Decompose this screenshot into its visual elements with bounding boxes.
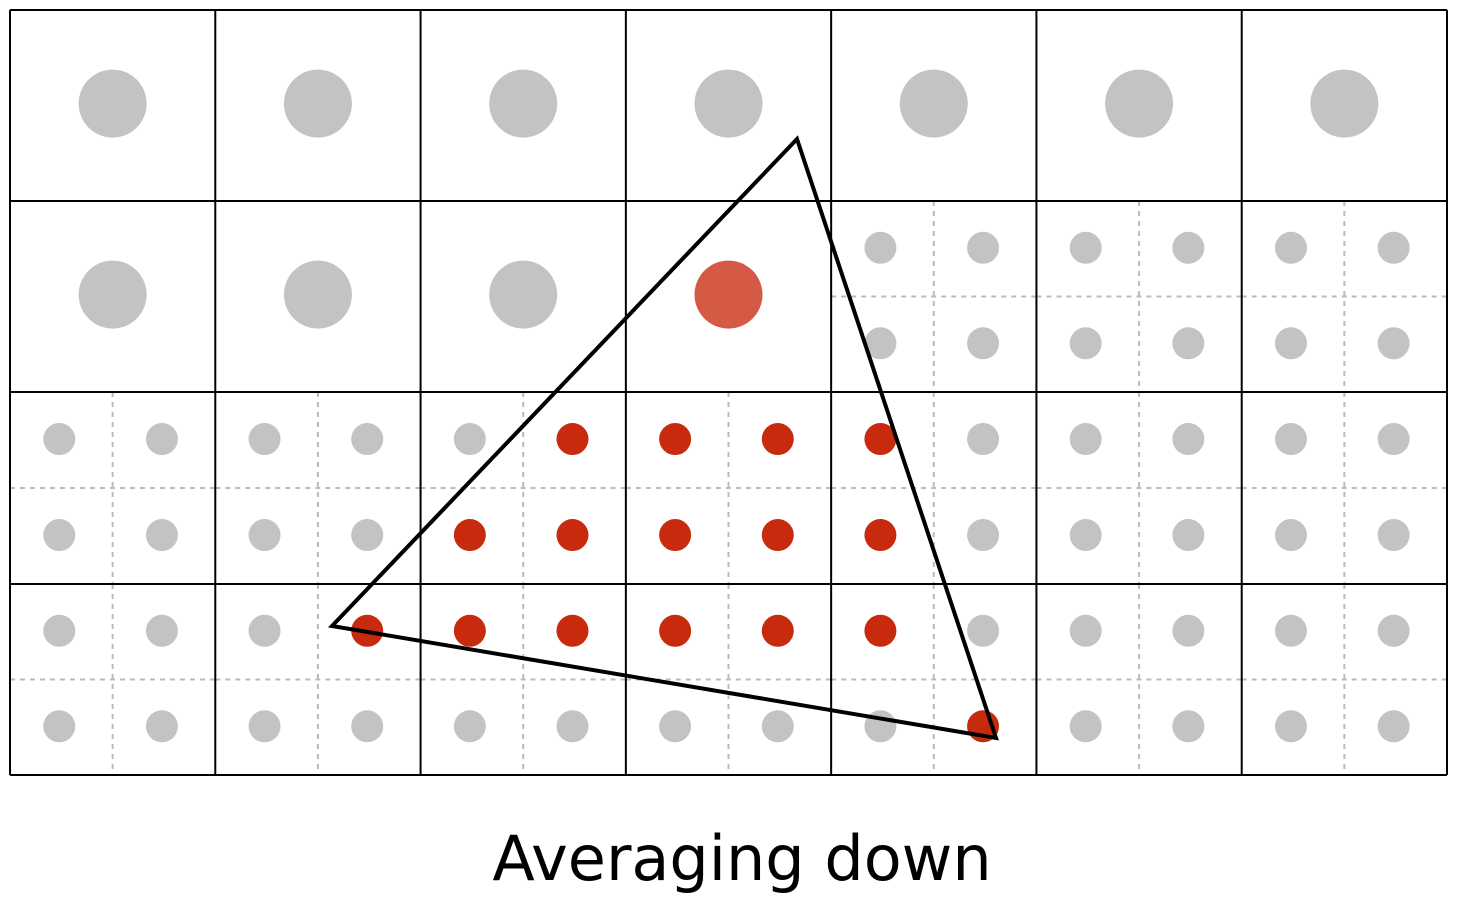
sample	[43, 423, 76, 456]
sample	[967, 614, 1000, 647]
sample	[1069, 423, 1102, 456]
sample	[1377, 614, 1410, 647]
sample	[1172, 710, 1205, 743]
covered-sample	[556, 614, 589, 647]
sample	[967, 327, 1000, 360]
sample	[864, 231, 897, 264]
pixel-sample	[694, 69, 763, 138]
covered-sample	[864, 519, 897, 552]
sample	[1274, 519, 1307, 552]
sample	[1274, 710, 1307, 743]
sample	[1274, 327, 1307, 360]
sample	[453, 710, 486, 743]
covered-sample	[761, 614, 794, 647]
pixel-sample	[899, 69, 968, 138]
pixel-sample	[283, 260, 352, 329]
averaged-pixel	[694, 260, 763, 329]
covered-sample	[659, 519, 692, 552]
sample	[145, 614, 178, 647]
sample	[43, 519, 76, 552]
sample	[145, 423, 178, 456]
pixel-sample	[1105, 69, 1174, 138]
covered-sample	[761, 519, 794, 552]
sample	[248, 423, 281, 456]
sample	[1274, 423, 1307, 456]
sample	[43, 614, 76, 647]
sample	[556, 710, 589, 743]
sample	[351, 519, 384, 552]
sample	[1172, 423, 1205, 456]
samples	[43, 69, 1410, 743]
sample	[1377, 519, 1410, 552]
pixel-sample	[283, 69, 352, 138]
covered-sample	[453, 519, 486, 552]
sample	[1172, 231, 1205, 264]
sample	[967, 423, 1000, 456]
covered-sample	[761, 423, 794, 456]
sample	[248, 614, 281, 647]
sample	[967, 231, 1000, 264]
sample	[967, 519, 1000, 552]
pixel-sample	[78, 69, 147, 138]
sample	[248, 710, 281, 743]
sample	[1377, 423, 1410, 456]
sample	[1069, 614, 1102, 647]
sample	[351, 710, 384, 743]
sample	[248, 519, 281, 552]
sample	[351, 423, 384, 456]
pixel-sample	[489, 69, 558, 138]
triangle	[327, 135, 999, 741]
covered-sample	[659, 614, 692, 647]
sample	[43, 710, 76, 743]
sample	[145, 519, 178, 552]
pixel-sample	[78, 260, 147, 329]
sample	[1069, 327, 1102, 360]
sample	[1274, 614, 1307, 647]
sample	[1069, 519, 1102, 552]
sample	[659, 710, 692, 743]
covered-sample	[864, 614, 897, 647]
sample	[1377, 231, 1410, 264]
pixel-sample	[489, 260, 558, 329]
sample	[1377, 710, 1410, 743]
sample	[1172, 327, 1205, 360]
sample	[1172, 614, 1205, 647]
sample	[761, 710, 794, 743]
sample	[1069, 231, 1102, 264]
sample	[145, 710, 178, 743]
sample	[1377, 327, 1410, 360]
covered-sample	[556, 423, 589, 456]
sample	[1274, 231, 1307, 264]
covered-sample	[556, 519, 589, 552]
covered-sample	[659, 423, 692, 456]
sample	[453, 423, 486, 456]
covered-sample	[453, 614, 486, 647]
pixel-sample	[1310, 69, 1379, 138]
caption: Averaging down	[492, 822, 991, 895]
pixel-grid	[9, 9, 1448, 776]
sample	[1172, 519, 1205, 552]
sample	[864, 327, 897, 360]
covered-sample	[864, 423, 897, 456]
sample	[1069, 710, 1102, 743]
